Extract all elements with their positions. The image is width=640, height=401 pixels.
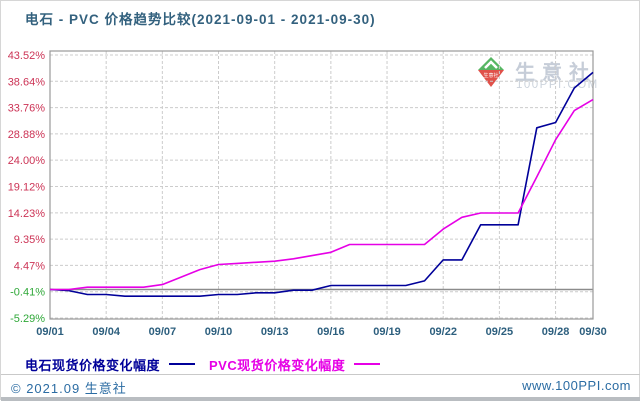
y-axis-tick-label: 14.23% xyxy=(8,208,46,220)
svg-text:生意社: 生意社 xyxy=(483,72,498,79)
sunsirs-logo-icon: 生意社 xyxy=(478,57,504,87)
x-axis-tick-label: 09/28 xyxy=(542,326,570,338)
x-axis-tick-label: 09/19 xyxy=(373,326,401,338)
y-axis-tick-label: 4.47% xyxy=(14,260,45,272)
x-gridlines-and-labels: 09/01 09/04 09/07 09/10 09/13 09/16 09/19 09/22… xyxy=(36,51,607,338)
legend-line-swatch-pvc xyxy=(354,363,381,365)
chart-legend: 电石现货价格变化幅度 PVC现货价格变化幅度 xyxy=(25,355,394,373)
y-axis-tick-label: -5.29% xyxy=(10,313,45,325)
x-axis-tick-label: 09/13 xyxy=(261,326,289,338)
x-axis-tick-label: 09/01 xyxy=(36,326,64,338)
x-axis-tick-label: 09/30 xyxy=(579,326,607,338)
y-axis-tick-label: 24.00% xyxy=(8,155,46,167)
watermark-brand-text: 生意社 xyxy=(515,62,596,84)
legend-label-pvc: PVC现货价格变化幅度 xyxy=(209,357,346,373)
x-axis-tick-label: 09/16 xyxy=(317,326,345,338)
x-axis-tick-label: 09/10 xyxy=(205,326,233,338)
price-trend-line-chart: 43.52% 38.64% 33.76% 28.88% 24.00% 19.12% 14.2… xyxy=(8,50,607,338)
website-link[interactable]: www.100PPI.com xyxy=(522,378,631,393)
y-axis-tick-label: 19.12% xyxy=(8,181,46,193)
legend-line-swatch-carbide xyxy=(169,363,196,365)
x-axis-tick-label: 09/25 xyxy=(486,326,514,338)
y-axis-tick-label: 33.76% xyxy=(8,103,46,115)
y-axis-tick-label: 28.88% xyxy=(8,129,46,141)
footer-bar: © 2021.09 生意社 www.100PPI.com xyxy=(1,378,640,396)
copyright-text: © 2021.09 生意社 xyxy=(11,381,127,396)
x-axis-tick-label: 09/04 xyxy=(92,326,120,338)
x-axis-tick-label: 09/22 xyxy=(429,326,457,338)
chart-title: 电石 - PVC 价格趋势比较(2021-09-01 - 2021-09-30) xyxy=(25,12,376,27)
y-axis-tick-label: 43.52% xyxy=(8,50,46,62)
legend-label-carbide: 电石现货价格变化幅度 xyxy=(25,357,161,373)
plot-border xyxy=(49,50,594,320)
series-line-pvc xyxy=(50,98,594,291)
y-axis-tick-label: 9.35% xyxy=(14,234,45,246)
bottom-edge-bar xyxy=(1,397,640,401)
series-line-carbide xyxy=(49,71,594,298)
y-axis-tick-label: -0.41% xyxy=(10,287,45,299)
watermark-site-text: 100PPI.COM xyxy=(516,79,599,91)
x-axis-tick-label: 09/07 xyxy=(149,326,177,338)
watermark: 生意社 生意社 100PPI.COM xyxy=(478,56,638,98)
footer-divider xyxy=(1,374,640,375)
y-gridlines-and-labels: 43.52% 38.64% 33.76% 28.88% 24.00% 19.12% 14.2… xyxy=(8,50,593,325)
y-axis-tick-label: 38.64% xyxy=(8,76,46,88)
